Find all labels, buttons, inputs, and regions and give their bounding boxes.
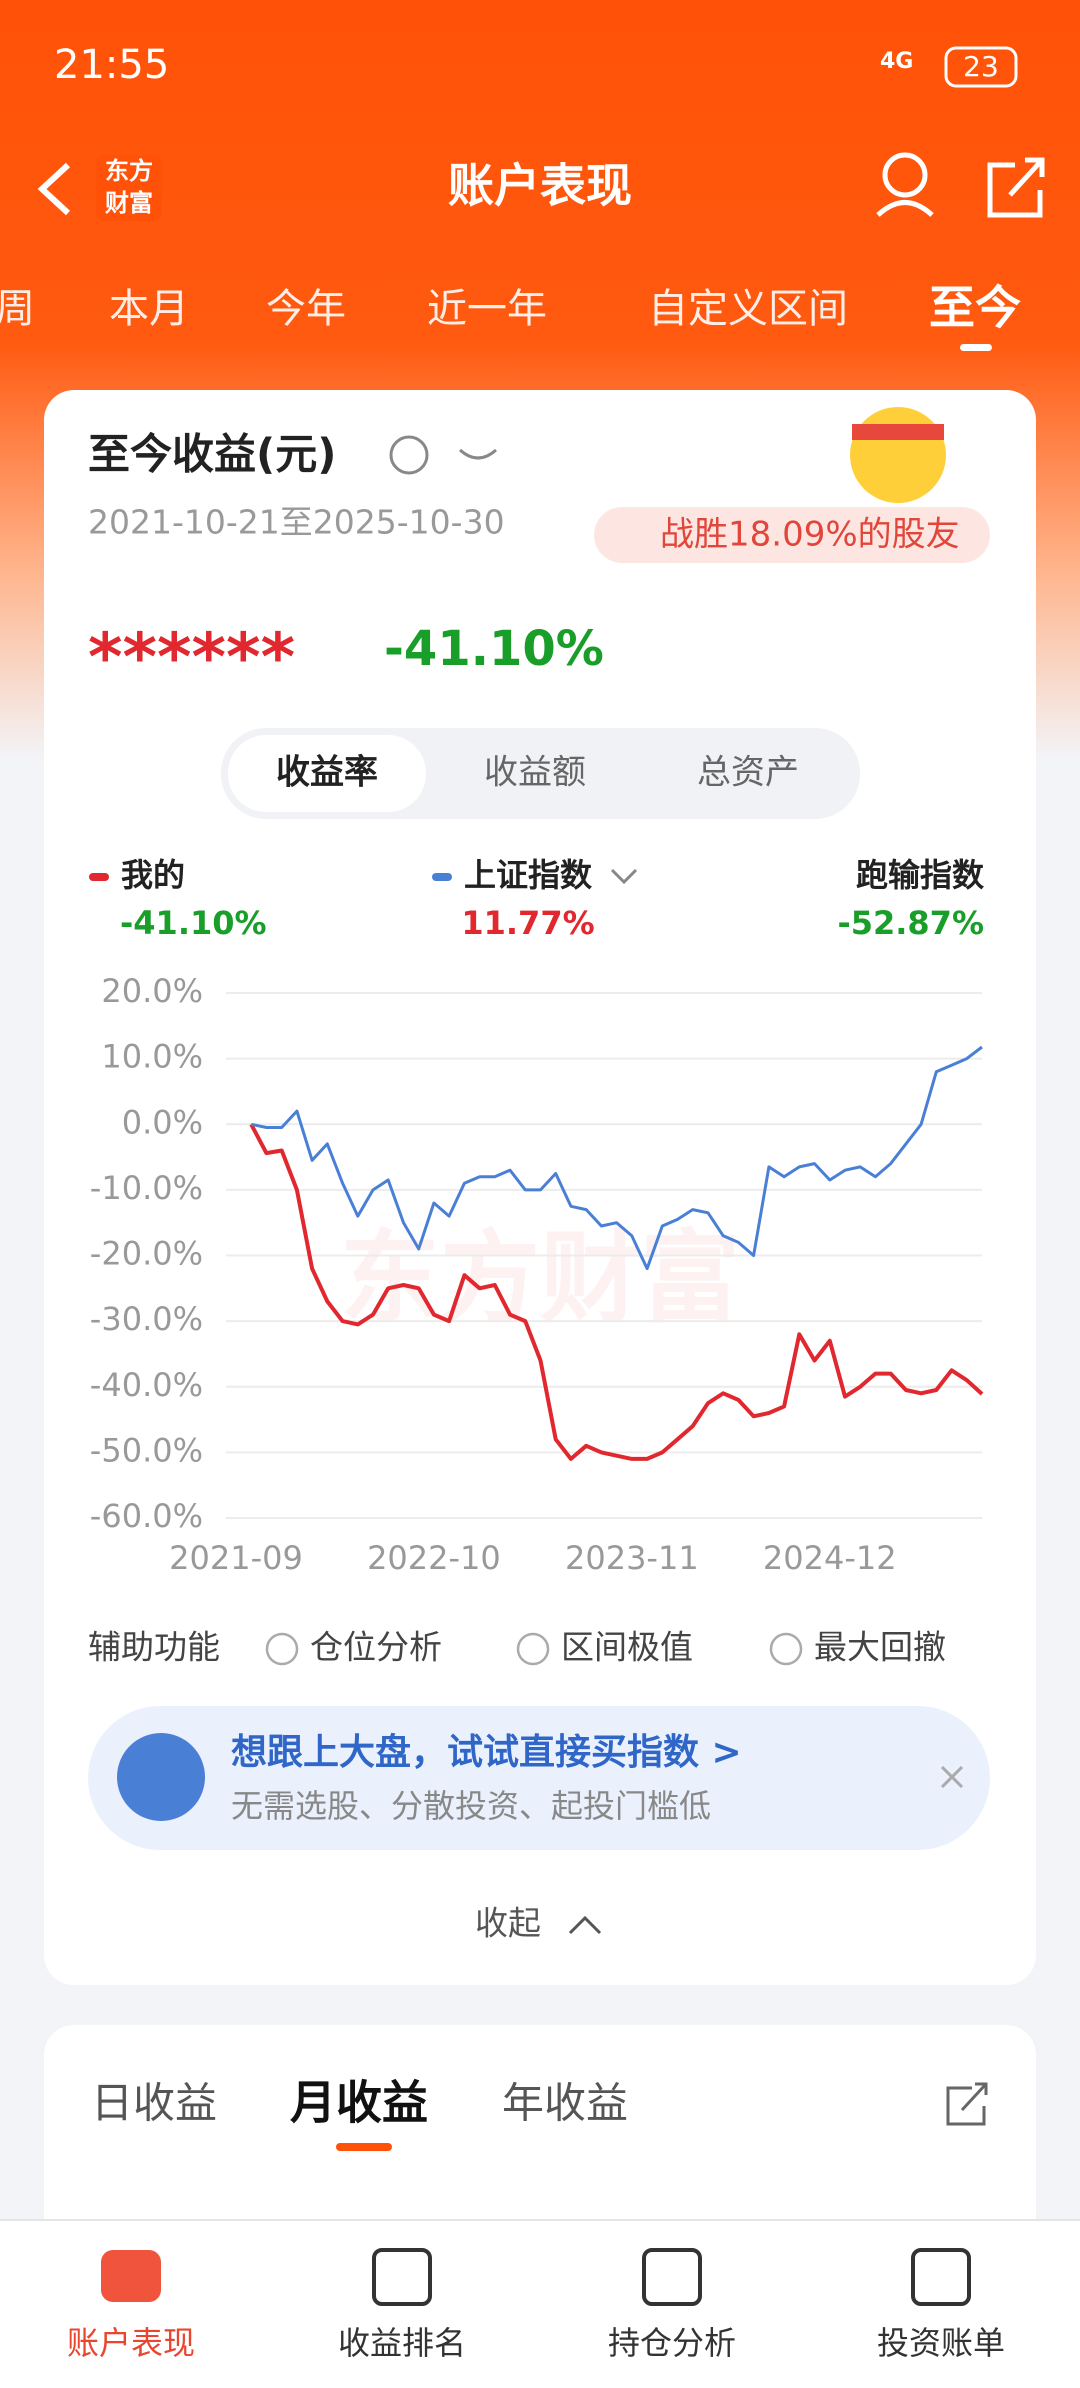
- nav-icon[interactable]: [911, 2248, 971, 2306]
- earnings-tab[interactable]: 月收益: [290, 2076, 428, 2130]
- y-tick-label: -40.0%: [90, 1366, 203, 1404]
- legend-name: 我的: [121, 856, 185, 894]
- earnings-tab[interactable]: 年收益: [502, 2079, 628, 2128]
- watermark: 东方财富: [340, 1219, 740, 1336]
- nav-label[interactable]: 收益排名: [338, 2324, 466, 2362]
- radio[interactable]: [769, 1632, 803, 1666]
- collapse[interactable]: 收起: [475, 1904, 541, 1943]
- aux-option[interactable]: 区间极值: [561, 1628, 693, 1667]
- period-tab[interactable]: 今年: [266, 286, 346, 332]
- nav-label[interactable]: 投资账单: [877, 2324, 1005, 2362]
- period-tab[interactable]: 至今: [929, 281, 1021, 335]
- earnings-tab[interactable]: 日收益: [91, 2079, 217, 2128]
- nav-icon[interactable]: [372, 2248, 432, 2306]
- emoji-band: [852, 424, 944, 440]
- y-tick-label: -50.0%: [90, 1431, 203, 1469]
- y-tick-label: -60.0%: [90, 1497, 203, 1535]
- period-tab[interactable]: 本月: [109, 286, 189, 332]
- banner-close[interactable]: [940, 1765, 964, 1789]
- logo-text: 财富: [105, 189, 153, 217]
- segment-selected: [228, 735, 426, 812]
- battery-level: 23: [963, 50, 999, 83]
- legend-value: 11.77%: [461, 904, 594, 942]
- info-icon[interactable]: [389, 435, 429, 475]
- battery: [944, 46, 1018, 88]
- x-tick-label: 2022-10: [367, 1539, 501, 1577]
- earnings-indicator: [336, 2143, 392, 2151]
- aux-label: 辅助功能: [88, 1628, 220, 1667]
- back-button[interactable]: [37, 162, 71, 216]
- nav-icon[interactable]: [101, 2250, 161, 2302]
- share-icon[interactable]: [987, 157, 1045, 218]
- line-series: [250, 1045, 983, 1271]
- legend-name: 上证指数: [464, 856, 593, 894]
- x-tick-label: 2024-12: [763, 1539, 897, 1577]
- total-return: -41.10%: [384, 621, 604, 677]
- summary-title: 至今收益(元): [88, 430, 336, 479]
- legend-dropdown[interactable]: [610, 868, 638, 885]
- legend-swatch: [432, 873, 452, 881]
- emoji: [850, 407, 946, 503]
- banner-icon: [117, 1733, 205, 1821]
- network: 4G: [880, 49, 913, 74]
- y-tick-label: -20.0%: [90, 1235, 203, 1273]
- banner-title: 想跟上大盘，试试直接买指数 >: [231, 1731, 742, 1773]
- aux-option[interactable]: 仓位分析: [310, 1628, 442, 1667]
- legend-name: 跑输指数: [856, 856, 985, 894]
- period-tab[interactable]: 近一年: [427, 286, 547, 332]
- radio[interactable]: [516, 1632, 550, 1666]
- hide-icon[interactable]: [459, 448, 497, 460]
- legend-value: -52.87%: [837, 904, 984, 942]
- earnings-share[interactable]: [946, 2082, 988, 2126]
- y-tick-label: 20.0%: [101, 972, 203, 1010]
- logo: [96, 155, 162, 221]
- period-tab[interactable]: 周: [0, 286, 35, 332]
- logo-text: 东方: [105, 157, 153, 185]
- banner[interactable]: [88, 1706, 990, 1850]
- clock: 21:55: [54, 42, 169, 88]
- x-tick-label: 2023-11: [565, 1539, 699, 1577]
- line-series: [249, 1123, 984, 1461]
- period-tab[interactable]: 自定义区间: [648, 286, 848, 332]
- legend-value: -41.10%: [120, 904, 267, 942]
- nav-label[interactable]: 账户表现: [67, 2324, 195, 2362]
- x-tick-label: 2021-09: [169, 1539, 303, 1577]
- radio[interactable]: [265, 1632, 299, 1666]
- legend-swatch: [89, 873, 109, 881]
- badge-text: 战胜18.09%的股友: [660, 515, 960, 555]
- y-tick-label: 10.0%: [101, 1038, 203, 1076]
- date-range: 2021-10-21至2025-10-30: [88, 503, 505, 542]
- bottom-nav: [0, 2220, 1080, 2388]
- nav-label[interactable]: 持仓分析: [608, 2324, 736, 2362]
- metric-tab[interactable]: 总资产: [697, 753, 799, 793]
- page-title: 账户表现: [448, 159, 632, 213]
- banner-subtitle: 无需选股、分散投资、起投门槛低: [231, 1787, 711, 1825]
- badge: [594, 507, 990, 563]
- nav-icon[interactable]: [642, 2248, 702, 2306]
- hidden-amount: ******: [88, 619, 295, 696]
- tab-indicator: [960, 344, 992, 351]
- aux-option[interactable]: 最大回撤: [814, 1628, 946, 1667]
- metric-tab[interactable]: 收益额: [484, 753, 586, 793]
- metric-tab[interactable]: 收益率: [276, 753, 378, 793]
- y-tick-label: -30.0%: [90, 1300, 203, 1338]
- collapse-icon[interactable]: [568, 1915, 602, 1935]
- y-tick-label: 0.0%: [122, 1103, 203, 1141]
- user-icon[interactable]: [876, 152, 934, 217]
- y-tick-label: -10.0%: [90, 1169, 203, 1207]
